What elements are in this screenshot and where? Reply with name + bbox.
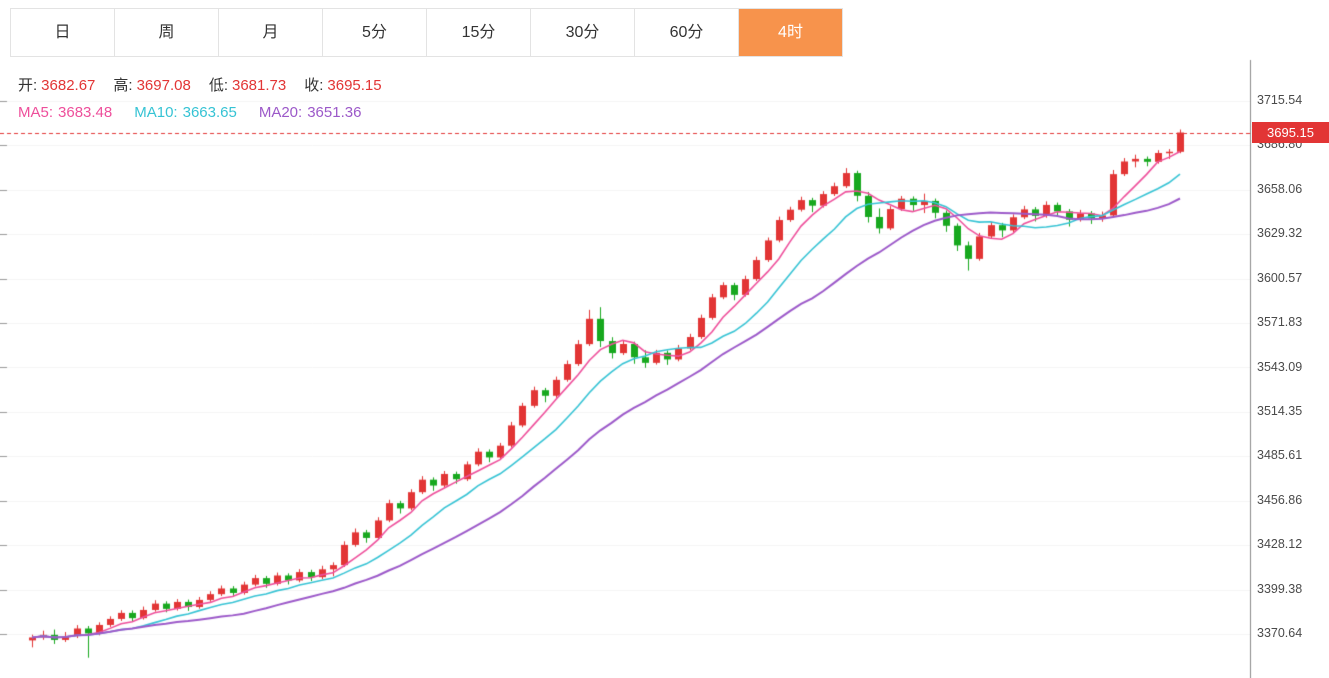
tab-60min[interactable]: 60分 — [635, 9, 739, 56]
chart-header: 开: 3682.67 高: 3697.08 低: 3681.73 收: 3695.15 … — [18, 74, 382, 121]
open-value: 3682.67 — [41, 77, 96, 94]
ma20-label: MA20: — [258, 104, 303, 121]
ma10-label: MA10: — [134, 104, 178, 121]
ma5-legend: MA5: 3683.48 — [18, 104, 112, 121]
ohlc-high: 高: 3697.08 — [113, 74, 190, 95]
ma20-value: 3651.36 — [307, 104, 362, 121]
ma5-label: MA5: — [18, 104, 54, 121]
close-value: 3695.15 — [327, 77, 382, 94]
high-label: 高: — [113, 77, 133, 94]
tab-day[interactable]: 日 — [11, 9, 115, 56]
tab-15min[interactable]: 15分 — [427, 9, 531, 56]
close-label: 收: — [304, 77, 324, 94]
tab-30min[interactable]: 30分 — [531, 9, 635, 56]
last-price-tag: 3695.15 — [1252, 122, 1329, 143]
tab-week[interactable]: 周 — [115, 9, 219, 56]
ma10-value: 3663.65 — [182, 104, 237, 121]
ma10-legend: MA10: 3663.65 — [134, 104, 237, 121]
low-label: 低: — [208, 77, 228, 94]
ohlc-close: 收: 3695.15 — [304, 74, 381, 95]
low-value: 3681.73 — [231, 77, 287, 94]
open-label: 开: — [18, 77, 38, 94]
high-value: 3697.08 — [136, 77, 191, 94]
tab-month[interactable]: 月 — [219, 9, 323, 56]
ma20-legend: MA20: 3651.36 — [259, 104, 362, 121]
tab-4hour[interactable]: 4时 — [739, 9, 842, 56]
ohlc-low: 低: 3681.73 — [209, 74, 286, 95]
tab-5min[interactable]: 5分 — [323, 9, 427, 56]
ohlc-open: 开: 3682.67 — [18, 74, 95, 95]
ma-legend: MA5: 3683.48 MA10: 3663.65 MA20: 3651.36 — [18, 104, 382, 121]
ma5-value: 3683.48 — [58, 104, 113, 121]
ohlc-summary: 开: 3682.67 高: 3697.08 低: 3681.73 收: 3695.15 — [18, 74, 382, 95]
timeframe-tabbar: 日 周 月 5分 15分 30分 60分 4时 — [10, 8, 843, 57]
